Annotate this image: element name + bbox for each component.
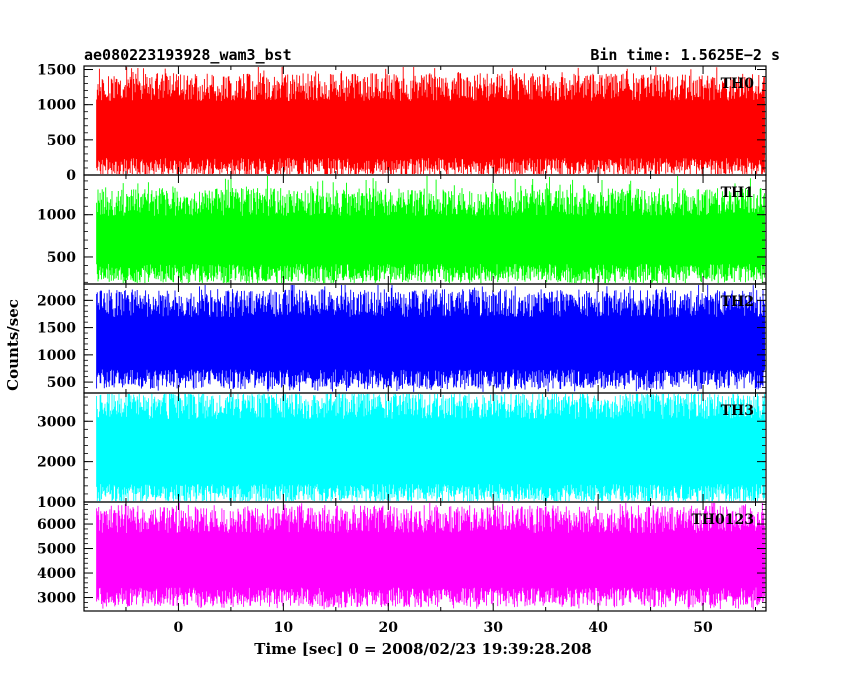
x-tick-label: 30 bbox=[483, 620, 503, 636]
panels-group: 0 500 1000 1500 TH0 500 1000 TH1 500 1000 1500 2000… bbox=[37, 63, 767, 612]
x-tick-label: 0 bbox=[174, 620, 184, 636]
panel-label-th3: TH3 bbox=[721, 403, 754, 419]
y-tick-label: 1000 bbox=[37, 98, 76, 114]
header-left-title: ae080223193928_wam3_bst bbox=[84, 46, 292, 64]
y-tick-label: 1000 bbox=[37, 208, 76, 224]
y-tick-label: 3000 bbox=[37, 591, 76, 607]
panel-th2: 500 1000 1500 2000 TH2 bbox=[37, 283, 767, 394]
y-tick-label: 3000 bbox=[37, 414, 76, 430]
y-tick-label: 1500 bbox=[37, 321, 76, 337]
trace-core-th0123 bbox=[96, 533, 765, 588]
y-axis-title: Counts/sec bbox=[4, 299, 22, 391]
y-tick-label: 500 bbox=[47, 133, 76, 149]
x-axis: 0 10 20 30 40 50 bbox=[174, 620, 713, 636]
x-tick-label: 50 bbox=[693, 620, 713, 636]
y-tick-label: 6000 bbox=[37, 517, 76, 533]
panel-label-th0: TH0 bbox=[721, 76, 755, 92]
y-tick-label: 0 bbox=[66, 168, 76, 184]
panel-label-th2: TH2 bbox=[721, 294, 754, 310]
x-tick-label: 40 bbox=[588, 620, 608, 636]
panel-th1: 500 1000 TH1 bbox=[37, 174, 767, 285]
trace-core-th3 bbox=[96, 419, 765, 484]
y-tick-label: 1000 bbox=[37, 495, 76, 511]
trace-core-th0 bbox=[96, 101, 765, 158]
panel-th0123: 3000 4000 5000 6000 TH0123 bbox=[37, 501, 767, 612]
y-tick-label: 4000 bbox=[37, 566, 76, 582]
y-tick-label: 5000 bbox=[37, 542, 76, 558]
y-tick-label: 1500 bbox=[37, 63, 76, 79]
header-right-title: Bin time: 1.5625E−2 s bbox=[590, 46, 780, 64]
y-tick-label: 500 bbox=[47, 250, 76, 266]
x-tick-label: 10 bbox=[274, 620, 294, 636]
y-tick-label: 500 bbox=[47, 375, 76, 391]
panel-th3: 1000 2000 3000 TH3 bbox=[37, 392, 767, 511]
panel-th0: 0 500 1000 1500 TH0 bbox=[37, 63, 767, 184]
panel-frame bbox=[83, 501, 767, 612]
y-tick-label: 1000 bbox=[37, 348, 76, 364]
trace-core-th2 bbox=[96, 317, 765, 370]
x-tick-label: 20 bbox=[379, 620, 399, 636]
trace-core-th1 bbox=[96, 216, 765, 264]
y-tick-label: 2000 bbox=[37, 293, 76, 309]
panel-label-th0123: TH0123 bbox=[691, 512, 754, 528]
y-tick-label: 2000 bbox=[37, 455, 76, 471]
x-axis-title: Time [sec] 0 = 2008/02/23 19:39:28.208 bbox=[254, 640, 591, 658]
panel-label-th1: TH1 bbox=[721, 185, 754, 201]
